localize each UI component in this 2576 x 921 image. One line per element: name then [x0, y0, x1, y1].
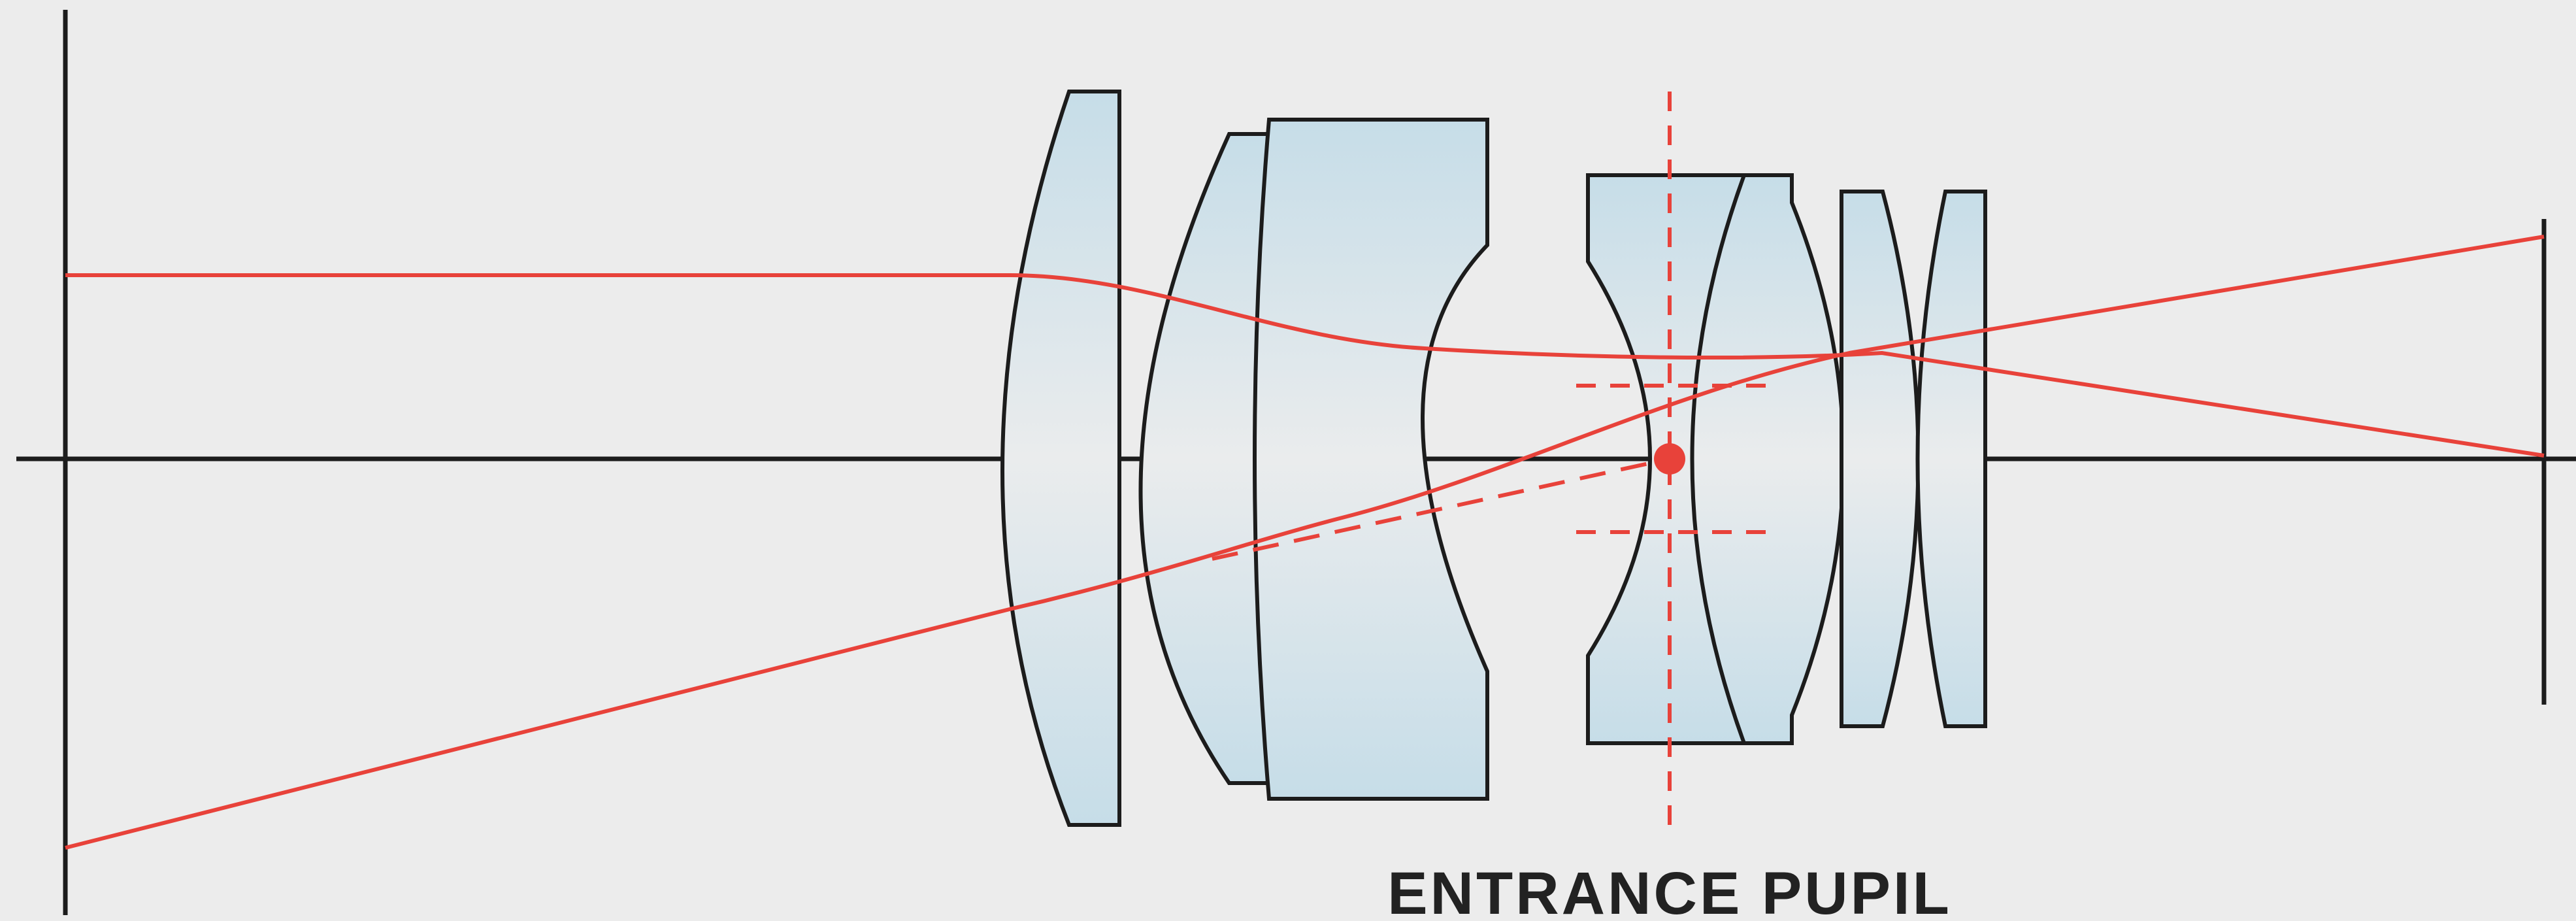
lens-element-3 — [1253, 118, 1489, 801]
lens-element-2 — [1138, 132, 1273, 785]
ray-chief — [65, 235, 2545, 850]
ray-axial — [65, 273, 2545, 458]
entrance-pupil-label: ENTRANCE PUPIL — [1387, 860, 1952, 921]
entrance-pupil-center-dot — [1654, 443, 1685, 475]
lens-element-1 — [1000, 90, 1121, 827]
lens-element-6 — [1915, 190, 1987, 728]
ray-chief-extension — [1212, 457, 1670, 561]
lens-element-4 — [1586, 173, 1845, 745]
lens-element-4-cemented-surface — [1690, 174, 1746, 745]
lens-element-5 — [1840, 190, 1921, 728]
